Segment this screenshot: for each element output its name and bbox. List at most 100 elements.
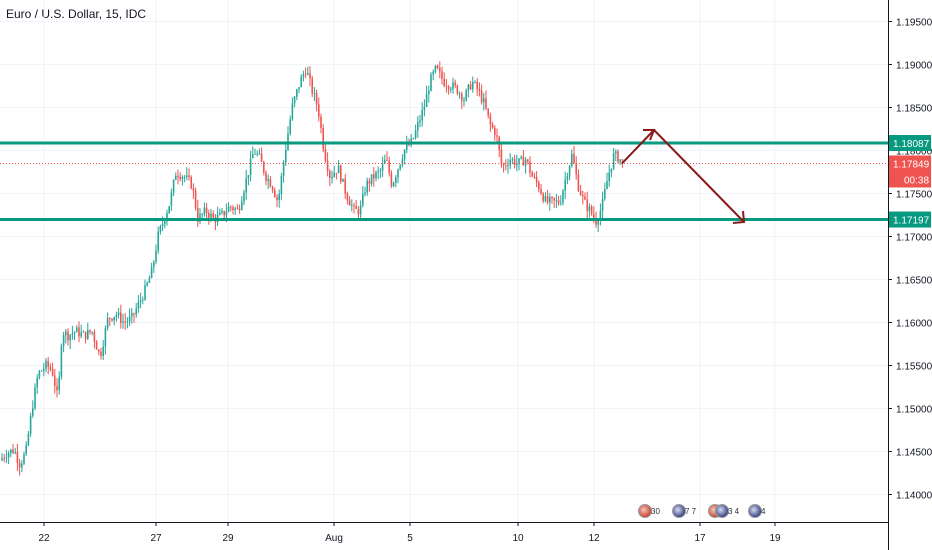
candle-body (324, 148, 327, 161)
candle-body (373, 174, 375, 179)
candle-body (157, 231, 159, 251)
event-marker-3[interactable]: 3 4 (708, 502, 739, 520)
candle-body (450, 89, 452, 91)
time-tick-label: 17 (694, 533, 706, 544)
time-tick-label: 10 (512, 533, 524, 544)
candle-body (353, 205, 355, 207)
candle-body (348, 200, 351, 206)
candle-body (10, 449, 12, 454)
candle-body (595, 217, 597, 225)
candle-body (45, 360, 47, 369)
candle-body (139, 300, 142, 302)
candle-body (25, 445, 27, 455)
price-tick-label: 1.15000 (896, 404, 932, 415)
candle-body (14, 452, 16, 453)
countdown-tag-bg (889, 171, 931, 188)
candle-body (177, 175, 179, 177)
candle-body (208, 213, 210, 218)
price-tick-label: 1.17000 (896, 232, 932, 243)
candle-body (423, 106, 426, 111)
support-price-tag-bg (889, 211, 931, 228)
candle-body (454, 82, 456, 86)
candle-body (619, 159, 621, 163)
candle-body (430, 74, 432, 92)
candle-body (190, 177, 192, 189)
candle-body (344, 178, 346, 194)
candle-body (480, 90, 483, 103)
candle-body (122, 321, 124, 323)
candle-body (384, 159, 386, 164)
candle-body (579, 190, 582, 195)
candle-body (494, 127, 496, 136)
candle-body (179, 176, 181, 180)
countdown-tag-text: 00:38 (904, 175, 929, 186)
candle-body (399, 164, 401, 170)
candle-body (269, 179, 272, 187)
candle-body (51, 369, 54, 376)
candle-body (436, 65, 439, 69)
time-tick-label: 12 (588, 533, 600, 544)
candle-body (62, 335, 65, 347)
candle-body (133, 313, 135, 315)
candle-body (161, 224, 164, 227)
candle-body (441, 71, 443, 79)
candle-body (573, 153, 575, 164)
candle-body (91, 331, 93, 333)
candle-body (386, 159, 388, 161)
candle-body (146, 282, 148, 286)
event-marker-1[interactable]: 30 (638, 502, 660, 520)
candle-body (155, 250, 157, 262)
candle-body (153, 261, 155, 268)
candle-body (551, 197, 553, 198)
candle-body (505, 165, 507, 167)
candle-body (608, 172, 610, 182)
candle-body (469, 84, 472, 90)
candle-body (296, 89, 298, 97)
candle-body (586, 199, 588, 211)
candle-body (315, 92, 318, 105)
candle-body (489, 115, 492, 125)
candle-body (577, 174, 580, 191)
candle-body (414, 130, 417, 139)
event-marker-2[interactable]: 7 7 (672, 502, 696, 520)
candle-body (313, 92, 316, 94)
candle-body (487, 108, 489, 116)
candle-body (247, 174, 250, 179)
candle-body (197, 207, 199, 222)
candle-body (320, 116, 322, 129)
candle-body (307, 73, 309, 75)
candle-body (16, 452, 19, 463)
candle-body (582, 194, 584, 197)
candle-body (518, 158, 520, 164)
candle-body (309, 73, 311, 79)
candle-body (274, 190, 276, 197)
candle-body (342, 178, 344, 182)
candle-body (408, 143, 410, 146)
candle-body (194, 190, 197, 208)
candle-body (599, 210, 602, 221)
candle-body (40, 370, 43, 372)
candle-body (230, 206, 232, 208)
candle-body (397, 169, 399, 178)
candle-body (49, 367, 52, 370)
candle-body (606, 181, 608, 190)
flag-icon (672, 504, 686, 518)
candle-body (355, 206, 357, 209)
candle-body (544, 196, 547, 201)
candle-body (234, 208, 236, 210)
candle-body (511, 159, 514, 161)
candle-body (221, 210, 223, 213)
candle-body (568, 165, 571, 177)
candle-body (106, 317, 109, 329)
candle-body (401, 159, 404, 165)
candle-body (571, 153, 573, 166)
candle-body (256, 153, 258, 155)
candle-body (278, 193, 280, 201)
candle-body (590, 206, 593, 214)
price-tick-label: 1.16000 (896, 318, 932, 329)
candle-body (447, 86, 450, 90)
candle-body (368, 180, 371, 184)
candle-body (212, 213, 214, 218)
event-marker-4[interactable]: 4 (748, 502, 765, 520)
